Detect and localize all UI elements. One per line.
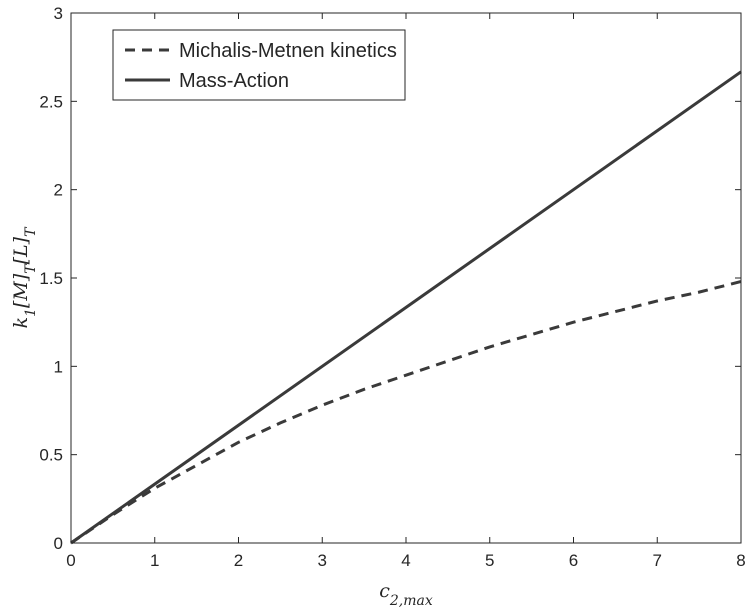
legend-label: Michalis-Metnen kinetics: [179, 40, 397, 62]
y-tick-label: 1.5: [39, 269, 63, 288]
x-tick-label: 2: [234, 551, 243, 570]
x-tick-label: 3: [318, 551, 327, 570]
x-tick-label: 7: [653, 551, 662, 570]
y-tick-label: 1: [54, 357, 63, 376]
y-tick-label: 0.5: [39, 446, 63, 465]
y-tick-label: 0: [54, 534, 63, 553]
y-tick-label: 2: [54, 181, 63, 200]
x-axis-label: c2,max: [379, 580, 433, 608]
x-tick-label: 5: [485, 551, 494, 570]
series-line-mass-action: [70, 70, 742, 545]
legend-box: [112, 29, 406, 101]
x-tick-label: 0: [66, 551, 75, 570]
y-axis-label: k1[M]T[L]T: [10, 226, 39, 329]
x-tick-label: 6: [569, 551, 578, 570]
legend-label: Mass-Action: [179, 70, 289, 92]
x-tick-label: 1: [150, 551, 159, 570]
x-tick-label: 8: [736, 551, 745, 570]
series-line-michaelis-menten: [70, 280, 742, 545]
y-tick-label: 3: [54, 4, 63, 23]
y-tick-label: 2.5: [39, 92, 63, 111]
x-tick-label: 4: [401, 551, 410, 570]
